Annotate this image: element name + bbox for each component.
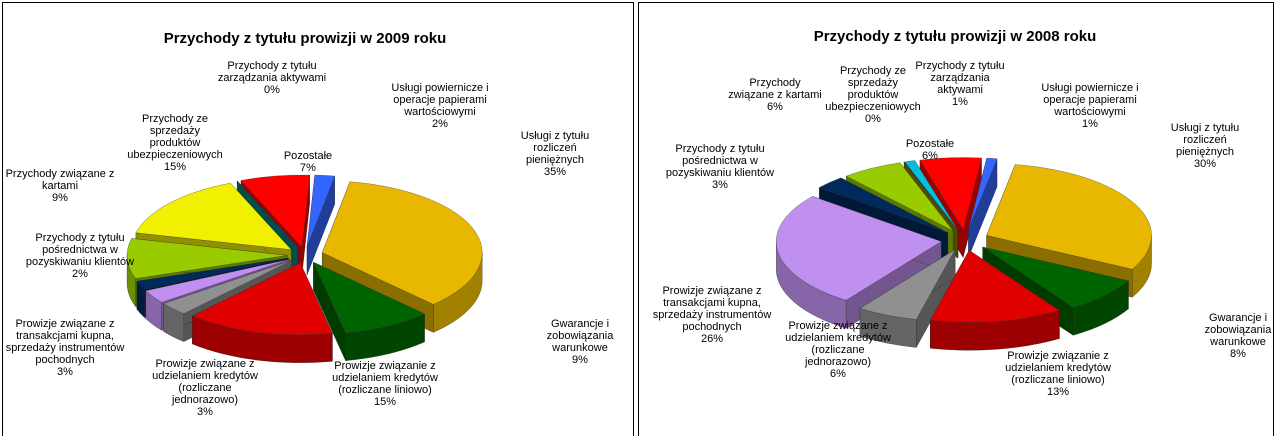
chart-title: Przychody z tytułu prowizji w 2009 roku [163, 30, 447, 47]
data-label: Przychody ze sprzedaży produktów ubezpie… [125, 113, 225, 173]
category-label: Przychody ze sprzedaży produktów ubezpie… [127, 113, 223, 161]
value-label: 8% [1230, 348, 1246, 360]
category-label: Przychody ze sprzedaży produktów ubezpie… [825, 65, 921, 113]
category-label: Usługi z tytułu rozliczeń pieniężnych [520, 130, 590, 166]
value-label: 13% [1046, 386, 1070, 398]
pie-slice [191, 262, 333, 363]
value-label: 3% [57, 366, 73, 378]
pie-slice [313, 261, 425, 361]
data-label: Usługi z tytułu rozliczeń pieniężnych 30% [1160, 122, 1250, 170]
slice-top [136, 257, 289, 290]
category-label: Przychody z tytułu pośrednictwa w pozysk… [665, 143, 775, 179]
pie-slice [968, 157, 998, 258]
category-label: Usługi z tytułu rozliczeń pieniężnych [1170, 122, 1240, 158]
slice-top [859, 249, 956, 320]
value-label: 6% [830, 368, 846, 380]
pie-slice [930, 249, 1060, 351]
value-label: 9% [52, 192, 68, 204]
slice-top [919, 157, 982, 230]
slice-top [240, 174, 310, 248]
value-label: 2% [432, 118, 448, 130]
slice-top [982, 246, 1129, 308]
data-label: Prowizje związane z transakcjami kupna, … [647, 285, 777, 345]
value-label: 0% [264, 84, 280, 96]
value-label: 9% [572, 354, 588, 366]
category-label: Prowizje związanie z udzielaniem kredytó… [1005, 350, 1111, 386]
slice-top [126, 238, 288, 279]
category-label: Gwarancje i zobowiązania warunkowe [546, 318, 614, 354]
value-label: 35% [543, 166, 567, 178]
pie-slice [859, 248, 956, 349]
slice-top [306, 174, 336, 248]
slice-top [776, 196, 942, 301]
value-label: 3% [197, 406, 213, 418]
chart-panel [2, 2, 634, 436]
slice-top [904, 160, 959, 231]
category-label: Usługi powiernicze i operacje papierami … [391, 82, 489, 118]
slice-top [313, 261, 425, 333]
data-label: Pozostałe 7% [278, 150, 338, 174]
slice-top [191, 262, 333, 335]
slice-top [845, 162, 954, 232]
value-label: 1% [1082, 118, 1098, 130]
value-label: 30% [1193, 158, 1217, 170]
data-label: Usługi z tytułu rozliczeń pieniężnych 35% [510, 130, 600, 178]
category-label: Prowizje związane z transakcjami kupna, … [5, 318, 125, 366]
category-label: Prowizje związane z transakcjami kupna, … [652, 285, 772, 333]
pie-slice [306, 174, 336, 276]
category-label: Przychody z tytułu zarządzania aktywami [915, 60, 1005, 96]
category-label: Przychody z tytułu zarządzania aktywami [217, 60, 327, 84]
data-label: Przychody związane z kartami 9% [5, 168, 115, 204]
value-label: 6% [767, 101, 783, 113]
data-label: Przychody z tytułu zarządzania aktywami 0… [217, 60, 327, 96]
data-label: Gwarancje i zobowiązania warunkowe 8% [1198, 312, 1276, 360]
value-label: 2% [72, 268, 88, 280]
value-label: 15% [163, 161, 187, 173]
value-label: 0% [865, 113, 881, 125]
chart-title: Przychody z tytułu prowizji w 2008 roku [813, 28, 1097, 45]
slice-top [145, 259, 290, 303]
slice-top [322, 181, 483, 305]
category-label: Prowizje związane z udzielaniem kredytów… [152, 358, 258, 406]
value-label: 6% [922, 150, 938, 162]
chart-panel [638, 2, 1274, 436]
slice-top [818, 177, 948, 233]
data-label: Przychody ze sprzedaży produktów ubezpie… [823, 65, 923, 125]
data-label: Prowizje związane z transakcjami kupna, … [5, 318, 125, 378]
category-label: Gwarancje i zobowiązania warunkowe [1204, 312, 1272, 348]
data-label: Przychody z tytułu pośrednictwa w pozysk… [25, 232, 135, 280]
data-label: Przychody z tytułu zarządzania aktywami 1… [910, 60, 1010, 108]
slice-top [986, 164, 1152, 270]
category-label: Prowizje związanie z udzielaniem kredytó… [332, 360, 438, 396]
slice-top [968, 157, 998, 230]
data-label: Przychody związane z kartami 6% [725, 77, 825, 113]
value-label: 7% [300, 162, 316, 174]
value-label: 15% [373, 396, 397, 408]
category-label: Przychody związane z kartami [5, 168, 115, 192]
value-label: 26% [700, 333, 724, 345]
category-label: Przychody związane z kartami [728, 77, 822, 101]
value-label: 1% [952, 96, 968, 108]
slice-top [135, 182, 292, 250]
value-label: 3% [712, 179, 728, 191]
data-label: Usługi powiernicze i operacje papierami … [375, 82, 505, 130]
data-label: Prowizje związanie z udzielaniem kredytó… [1003, 350, 1113, 398]
data-label: Pozostałe 6% [900, 138, 960, 162]
data-label: Gwarancje i zobowiązania warunkowe 9% [540, 318, 620, 366]
category-label: Prowizje związane z udzielaniem kredytów… [785, 320, 891, 368]
data-label: Prowizje związane z udzielaniem kredytów… [783, 320, 893, 380]
slice-top [163, 260, 292, 314]
category-label: Usługi powiernicze i operacje papierami … [1041, 82, 1139, 118]
data-label: Przychody z tytułu pośrednictwa w pozysk… [665, 143, 775, 191]
category-label: Pozostałe [905, 138, 955, 150]
category-label: Przychody z tytułu pośrednictwa w pozysk… [25, 232, 135, 268]
data-label: Prowizje związanie z udzielaniem kredytó… [325, 360, 445, 408]
category-label: Pozostałe [283, 150, 333, 162]
slice-top [930, 250, 1060, 323]
data-label: Prowizje związane z udzielaniem kredytów… [150, 358, 260, 418]
data-label: Usługi powiernicze i operacje papierami … [1025, 82, 1155, 130]
